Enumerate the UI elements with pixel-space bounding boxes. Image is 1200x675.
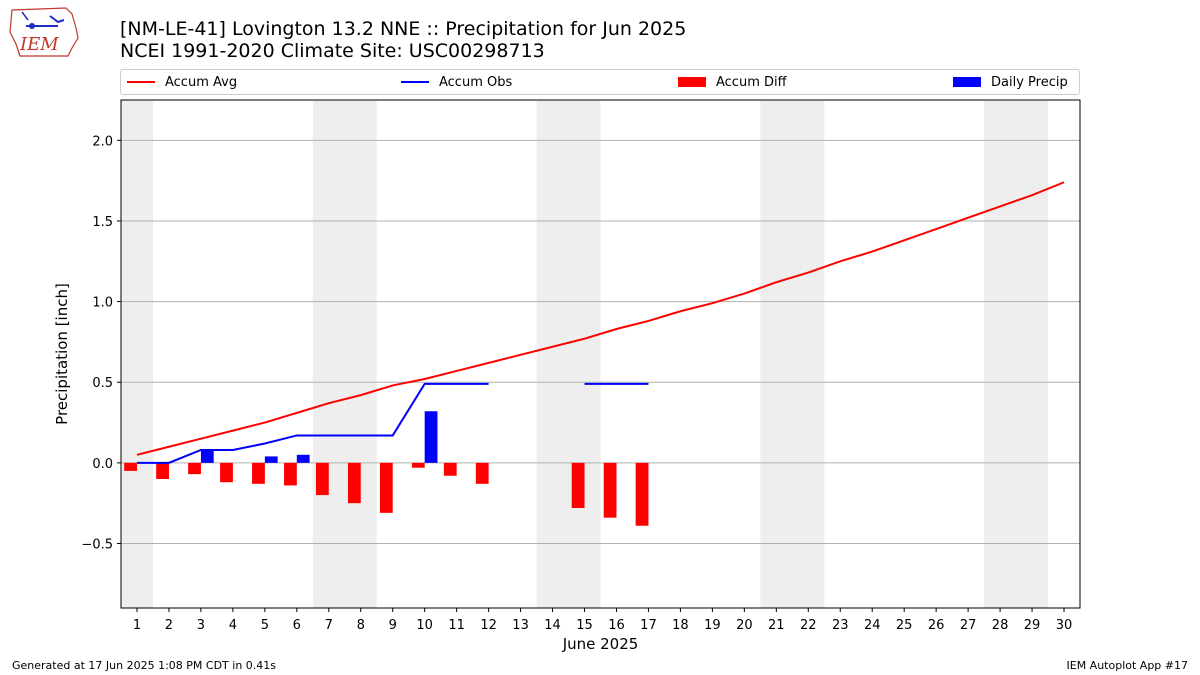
accum-diff-bar (220, 462, 233, 483)
x-tick-label: 22 (800, 618, 817, 633)
y-tick-label: 0.0 (92, 457, 113, 472)
x-tick-label: 20 (736, 618, 753, 633)
accum-diff-bar (571, 462, 585, 509)
legend-accum-diff-swatch (678, 77, 706, 87)
accum-diff-bar (635, 462, 649, 526)
weekend-band-day-7 (312, 100, 345, 608)
accum-diff-bar (124, 462, 137, 471)
weekend-band-day-15 (568, 100, 601, 608)
x-tick-label: 1 (133, 618, 141, 633)
x-tick-label: 6 (293, 618, 301, 633)
weekend-band-day-28 (984, 100, 1017, 608)
accum-avg-line (136, 181, 1065, 456)
legend-daily-precip-swatch (953, 77, 981, 87)
legend-accum-avg-swatch (127, 81, 155, 83)
daily-precip-bar (296, 454, 310, 463)
accum-diff-bar (284, 462, 297, 486)
legend-daily-precip: Daily Precip (953, 70, 1068, 94)
accum-diff-bar (315, 462, 329, 496)
bars (124, 411, 649, 526)
x-tick-label: 26 (928, 618, 945, 633)
logo-text: IEM (19, 34, 59, 55)
gridlines (121, 139, 1080, 544)
y-tick-label: −0.5 (81, 537, 113, 552)
x-tick-label: 2 (165, 618, 173, 633)
x-tick-label: 25 (896, 618, 913, 633)
iem-logo: IEM (6, 4, 82, 60)
accum-diff-bar (603, 462, 617, 518)
chart-title: [NM-LE-41] Lovington 13.2 NNE :: Precipi… (120, 18, 686, 62)
x-tick-label: 10 (416, 618, 433, 633)
weekend-bands (121, 100, 1049, 608)
accum-diff-bar (411, 462, 425, 468)
x-tick-label: 27 (960, 618, 977, 633)
plot-frame (120, 99, 1081, 609)
daily-precip-bar (424, 411, 438, 463)
generated-timestamp: Generated at 17 Jun 2025 1:08 PM CDT in … (12, 659, 277, 672)
x-tick-label: 16 (608, 618, 625, 633)
accum-diff-bar (188, 462, 201, 475)
legend-accum-obs: Accum Obs (401, 70, 512, 94)
x-tick-label: 3 (197, 618, 205, 633)
x-tick-label: 18 (672, 618, 689, 633)
x-tick-label: 12 (480, 618, 497, 633)
legend-accum-obs-swatch (401, 81, 429, 83)
accum-diff-bar (443, 462, 457, 476)
weekend-band-day-29 (1016, 100, 1049, 608)
x-axis-label: June 2025 (562, 635, 639, 653)
y-tick-label: 1.0 (92, 296, 113, 311)
autoplot-app-id: IEM Autoplot App #17 (1066, 659, 1189, 672)
x-tick-label: 7 (325, 618, 333, 633)
x-tick-label: 9 (389, 618, 397, 633)
x-tick-label: 5 (261, 618, 269, 633)
x-tick-label: 28 (992, 618, 1009, 633)
daily-precip-bar (200, 449, 214, 463)
weekend-band-day-22 (792, 100, 825, 608)
lines (136, 181, 1065, 464)
legend-accum-diff: Accum Diff (678, 70, 787, 94)
accum-diff-bar (475, 462, 489, 484)
y-tick-label: 1.5 (92, 215, 113, 230)
x-tick-label: 4 (229, 618, 237, 633)
x-tick-label: 23 (832, 618, 849, 633)
daily-precip-bar (264, 456, 278, 463)
x-tick-label: 15 (576, 618, 593, 633)
legend-accum-avg: Accum Avg (127, 70, 237, 94)
x-tick-label: 29 (1024, 618, 1041, 633)
legend-accum-avg-label: Accum Avg (165, 74, 238, 90)
accum-diff-bar (252, 462, 265, 484)
accum-diff-bar (347, 462, 361, 504)
x-tick-label: 30 (1056, 618, 1073, 633)
y-tick-label: 2.0 (92, 134, 113, 149)
x-tick-label: 17 (640, 618, 657, 633)
x-axis-ticks: 1 2 3 4 5 6 7 8 9 10 11 12 13 14 15 16 17 18 19 20 21 22 23 24 2… (133, 608, 1072, 633)
y-tick-label: 0.5 (92, 376, 113, 391)
weekend-band-day-1 (121, 100, 153, 608)
weekend-band-day-8 (344, 100, 377, 608)
title-line-2: NCEI 1991-2020 Climate Site: USC00298713 (120, 40, 545, 62)
weekend-band-day-14 (536, 100, 569, 608)
y-axis-ticks: −0.5 0.0 0.5 1.0 1.5 2.0 (81, 134, 121, 552)
legend-daily-precip-label: Daily Precip (991, 74, 1068, 90)
accum-diff-bar (379, 462, 393, 513)
x-tick-label: 13 (512, 618, 529, 633)
accum-diff-bar (156, 462, 169, 479)
x-tick-label: 14 (544, 618, 561, 633)
y-axis-label: Precipitation [inch] (53, 283, 71, 425)
legend-accum-diff-label: Accum Diff (716, 74, 787, 90)
accum-obs-line (136, 382, 489, 464)
x-tick-label: 24 (864, 618, 881, 633)
x-tick-label: 21 (768, 618, 785, 633)
chart-legend: Accum Avg Accum Obs Accum Diff Daily Pre… (120, 69, 1080, 95)
title-line-1: [NM-LE-41] Lovington 13.2 NNE :: Precipi… (120, 18, 687, 40)
x-tick-label: 8 (357, 618, 365, 633)
x-tick-label: 11 (448, 618, 465, 633)
weekend-band-day-21 (760, 100, 793, 608)
x-tick-label: 19 (704, 618, 721, 633)
legend-accum-obs-label: Accum Obs (439, 74, 513, 90)
